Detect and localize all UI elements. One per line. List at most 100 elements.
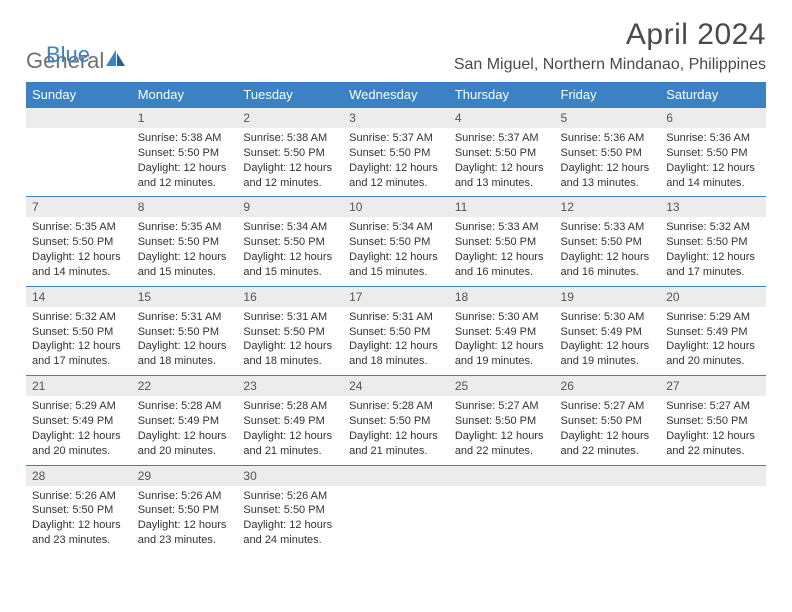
sunrise-text: Sunrise: 5:37 AM [455, 131, 549, 146]
daynum-row: 282930 [26, 465, 766, 486]
day-number: 17 [343, 286, 449, 307]
day-number: 5 [555, 108, 661, 129]
sunset-text: Sunset: 5:50 PM [243, 503, 337, 518]
daylight-text: Daylight: 12 hours and 13 minutes. [561, 161, 655, 191]
day-cell: Sunrise: 5:26 AMSunset: 5:50 PMDaylight:… [132, 486, 238, 554]
sunset-text: Sunset: 5:50 PM [666, 235, 760, 250]
day-number: 30 [237, 465, 343, 486]
day-number: 14 [26, 286, 132, 307]
sunrise-text: Sunrise: 5:34 AM [349, 220, 443, 235]
location-text: San Miguel, Northern Mindanao, Philippin… [454, 56, 766, 74]
daylight-text: Daylight: 12 hours and 14 minutes. [666, 161, 760, 191]
daylight-text: Daylight: 12 hours and 15 minutes. [349, 250, 443, 280]
day-cell [26, 128, 132, 197]
day-number: 19 [555, 286, 661, 307]
sunset-text: Sunset: 5:49 PM [138, 414, 232, 429]
day-cell: Sunrise: 5:30 AMSunset: 5:49 PMDaylight:… [449, 307, 555, 376]
title-block: April 2024 San Miguel, Northern Mindanao… [454, 18, 766, 74]
weekday-header: Wednesday [343, 82, 449, 108]
daylight-text: Daylight: 12 hours and 12 minutes. [138, 161, 232, 191]
day-number: 3 [343, 108, 449, 129]
day-cell: Sunrise: 5:30 AMSunset: 5:49 PMDaylight:… [555, 307, 661, 376]
sunrise-text: Sunrise: 5:33 AM [455, 220, 549, 235]
sunset-text: Sunset: 5:50 PM [32, 503, 126, 518]
daylight-text: Daylight: 12 hours and 19 minutes. [455, 339, 549, 369]
sunset-text: Sunset: 5:50 PM [138, 503, 232, 518]
day-number [343, 465, 449, 486]
sunset-text: Sunset: 5:49 PM [561, 325, 655, 340]
daylight-text: Daylight: 12 hours and 20 minutes. [32, 429, 126, 459]
daylight-text: Daylight: 12 hours and 14 minutes. [32, 250, 126, 280]
sunset-text: Sunset: 5:50 PM [243, 325, 337, 340]
sunset-text: Sunset: 5:50 PM [138, 146, 232, 161]
weekday-header: Friday [555, 82, 661, 108]
sunset-text: Sunset: 5:50 PM [455, 235, 549, 250]
day-number: 8 [132, 197, 238, 218]
day-cell: Sunrise: 5:28 AMSunset: 5:50 PMDaylight:… [343, 396, 449, 465]
daylight-text: Daylight: 12 hours and 12 minutes. [243, 161, 337, 191]
sunrise-text: Sunrise: 5:26 AM [243, 489, 337, 504]
day-number: 27 [660, 376, 766, 397]
sunset-text: Sunset: 5:50 PM [32, 325, 126, 340]
sunset-text: Sunset: 5:50 PM [349, 235, 443, 250]
daylight-text: Daylight: 12 hours and 16 minutes. [455, 250, 549, 280]
day-cell: Sunrise: 5:26 AMSunset: 5:50 PMDaylight:… [237, 486, 343, 554]
weekday-header-row: Sunday Monday Tuesday Wednesday Thursday… [26, 82, 766, 108]
day-cell: Sunrise: 5:33 AMSunset: 5:50 PMDaylight:… [449, 217, 555, 286]
sunrise-text: Sunrise: 5:29 AM [32, 399, 126, 414]
daynum-row: 123456 [26, 108, 766, 129]
day-number: 9 [237, 197, 343, 218]
day-number [555, 465, 661, 486]
sunrise-text: Sunrise: 5:27 AM [561, 399, 655, 414]
day-number [449, 465, 555, 486]
day-cell [660, 486, 766, 554]
day-cell: Sunrise: 5:28 AMSunset: 5:49 PMDaylight:… [237, 396, 343, 465]
sunrise-text: Sunrise: 5:36 AM [561, 131, 655, 146]
day-cell: Sunrise: 5:31 AMSunset: 5:50 PMDaylight:… [343, 307, 449, 376]
month-title: April 2024 [454, 18, 766, 52]
sunrise-text: Sunrise: 5:32 AM [32, 310, 126, 325]
day-cell: Sunrise: 5:36 AMSunset: 5:50 PMDaylight:… [555, 128, 661, 197]
sunset-text: Sunset: 5:50 PM [349, 414, 443, 429]
sunrise-text: Sunrise: 5:34 AM [243, 220, 337, 235]
day-cell: Sunrise: 5:27 AMSunset: 5:50 PMDaylight:… [555, 396, 661, 465]
day-number: 16 [237, 286, 343, 307]
day-number: 10 [343, 197, 449, 218]
day-cell [343, 486, 449, 554]
day-cell [449, 486, 555, 554]
day-cell: Sunrise: 5:32 AMSunset: 5:50 PMDaylight:… [26, 307, 132, 376]
content-row: Sunrise: 5:26 AMSunset: 5:50 PMDaylight:… [26, 486, 766, 554]
weekday-header: Monday [132, 82, 238, 108]
calendar-table: Sunday Monday Tuesday Wednesday Thursday… [26, 82, 766, 554]
day-cell: Sunrise: 5:37 AMSunset: 5:50 PMDaylight:… [343, 128, 449, 197]
sunrise-text: Sunrise: 5:30 AM [561, 310, 655, 325]
day-cell: Sunrise: 5:27 AMSunset: 5:50 PMDaylight:… [660, 396, 766, 465]
sunset-text: Sunset: 5:50 PM [666, 414, 760, 429]
sunset-text: Sunset: 5:49 PM [32, 414, 126, 429]
daylight-text: Daylight: 12 hours and 17 minutes. [32, 339, 126, 369]
daylight-text: Daylight: 12 hours and 20 minutes. [138, 429, 232, 459]
day-number: 12 [555, 197, 661, 218]
daylight-text: Daylight: 12 hours and 12 minutes. [349, 161, 443, 191]
sunset-text: Sunset: 5:50 PM [561, 235, 655, 250]
content-row: Sunrise: 5:32 AMSunset: 5:50 PMDaylight:… [26, 307, 766, 376]
sunset-text: Sunset: 5:49 PM [666, 325, 760, 340]
content-row: Sunrise: 5:38 AMSunset: 5:50 PMDaylight:… [26, 128, 766, 197]
sunrise-text: Sunrise: 5:28 AM [138, 399, 232, 414]
day-cell: Sunrise: 5:29 AMSunset: 5:49 PMDaylight:… [26, 396, 132, 465]
day-number: 24 [343, 376, 449, 397]
sunrise-text: Sunrise: 5:38 AM [243, 131, 337, 146]
sunrise-text: Sunrise: 5:38 AM [138, 131, 232, 146]
day-cell: Sunrise: 5:38 AMSunset: 5:50 PMDaylight:… [132, 128, 238, 197]
daylight-text: Daylight: 12 hours and 24 minutes. [243, 518, 337, 548]
day-cell: Sunrise: 5:35 AMSunset: 5:50 PMDaylight:… [132, 217, 238, 286]
sunrise-text: Sunrise: 5:29 AM [666, 310, 760, 325]
weekday-header: Saturday [660, 82, 766, 108]
day-number: 6 [660, 108, 766, 129]
daylight-text: Daylight: 12 hours and 18 minutes. [349, 339, 443, 369]
sunrise-text: Sunrise: 5:27 AM [666, 399, 760, 414]
sunrise-text: Sunrise: 5:28 AM [243, 399, 337, 414]
day-number: 26 [555, 376, 661, 397]
day-number [26, 108, 132, 129]
daylight-text: Daylight: 12 hours and 21 minutes. [243, 429, 337, 459]
